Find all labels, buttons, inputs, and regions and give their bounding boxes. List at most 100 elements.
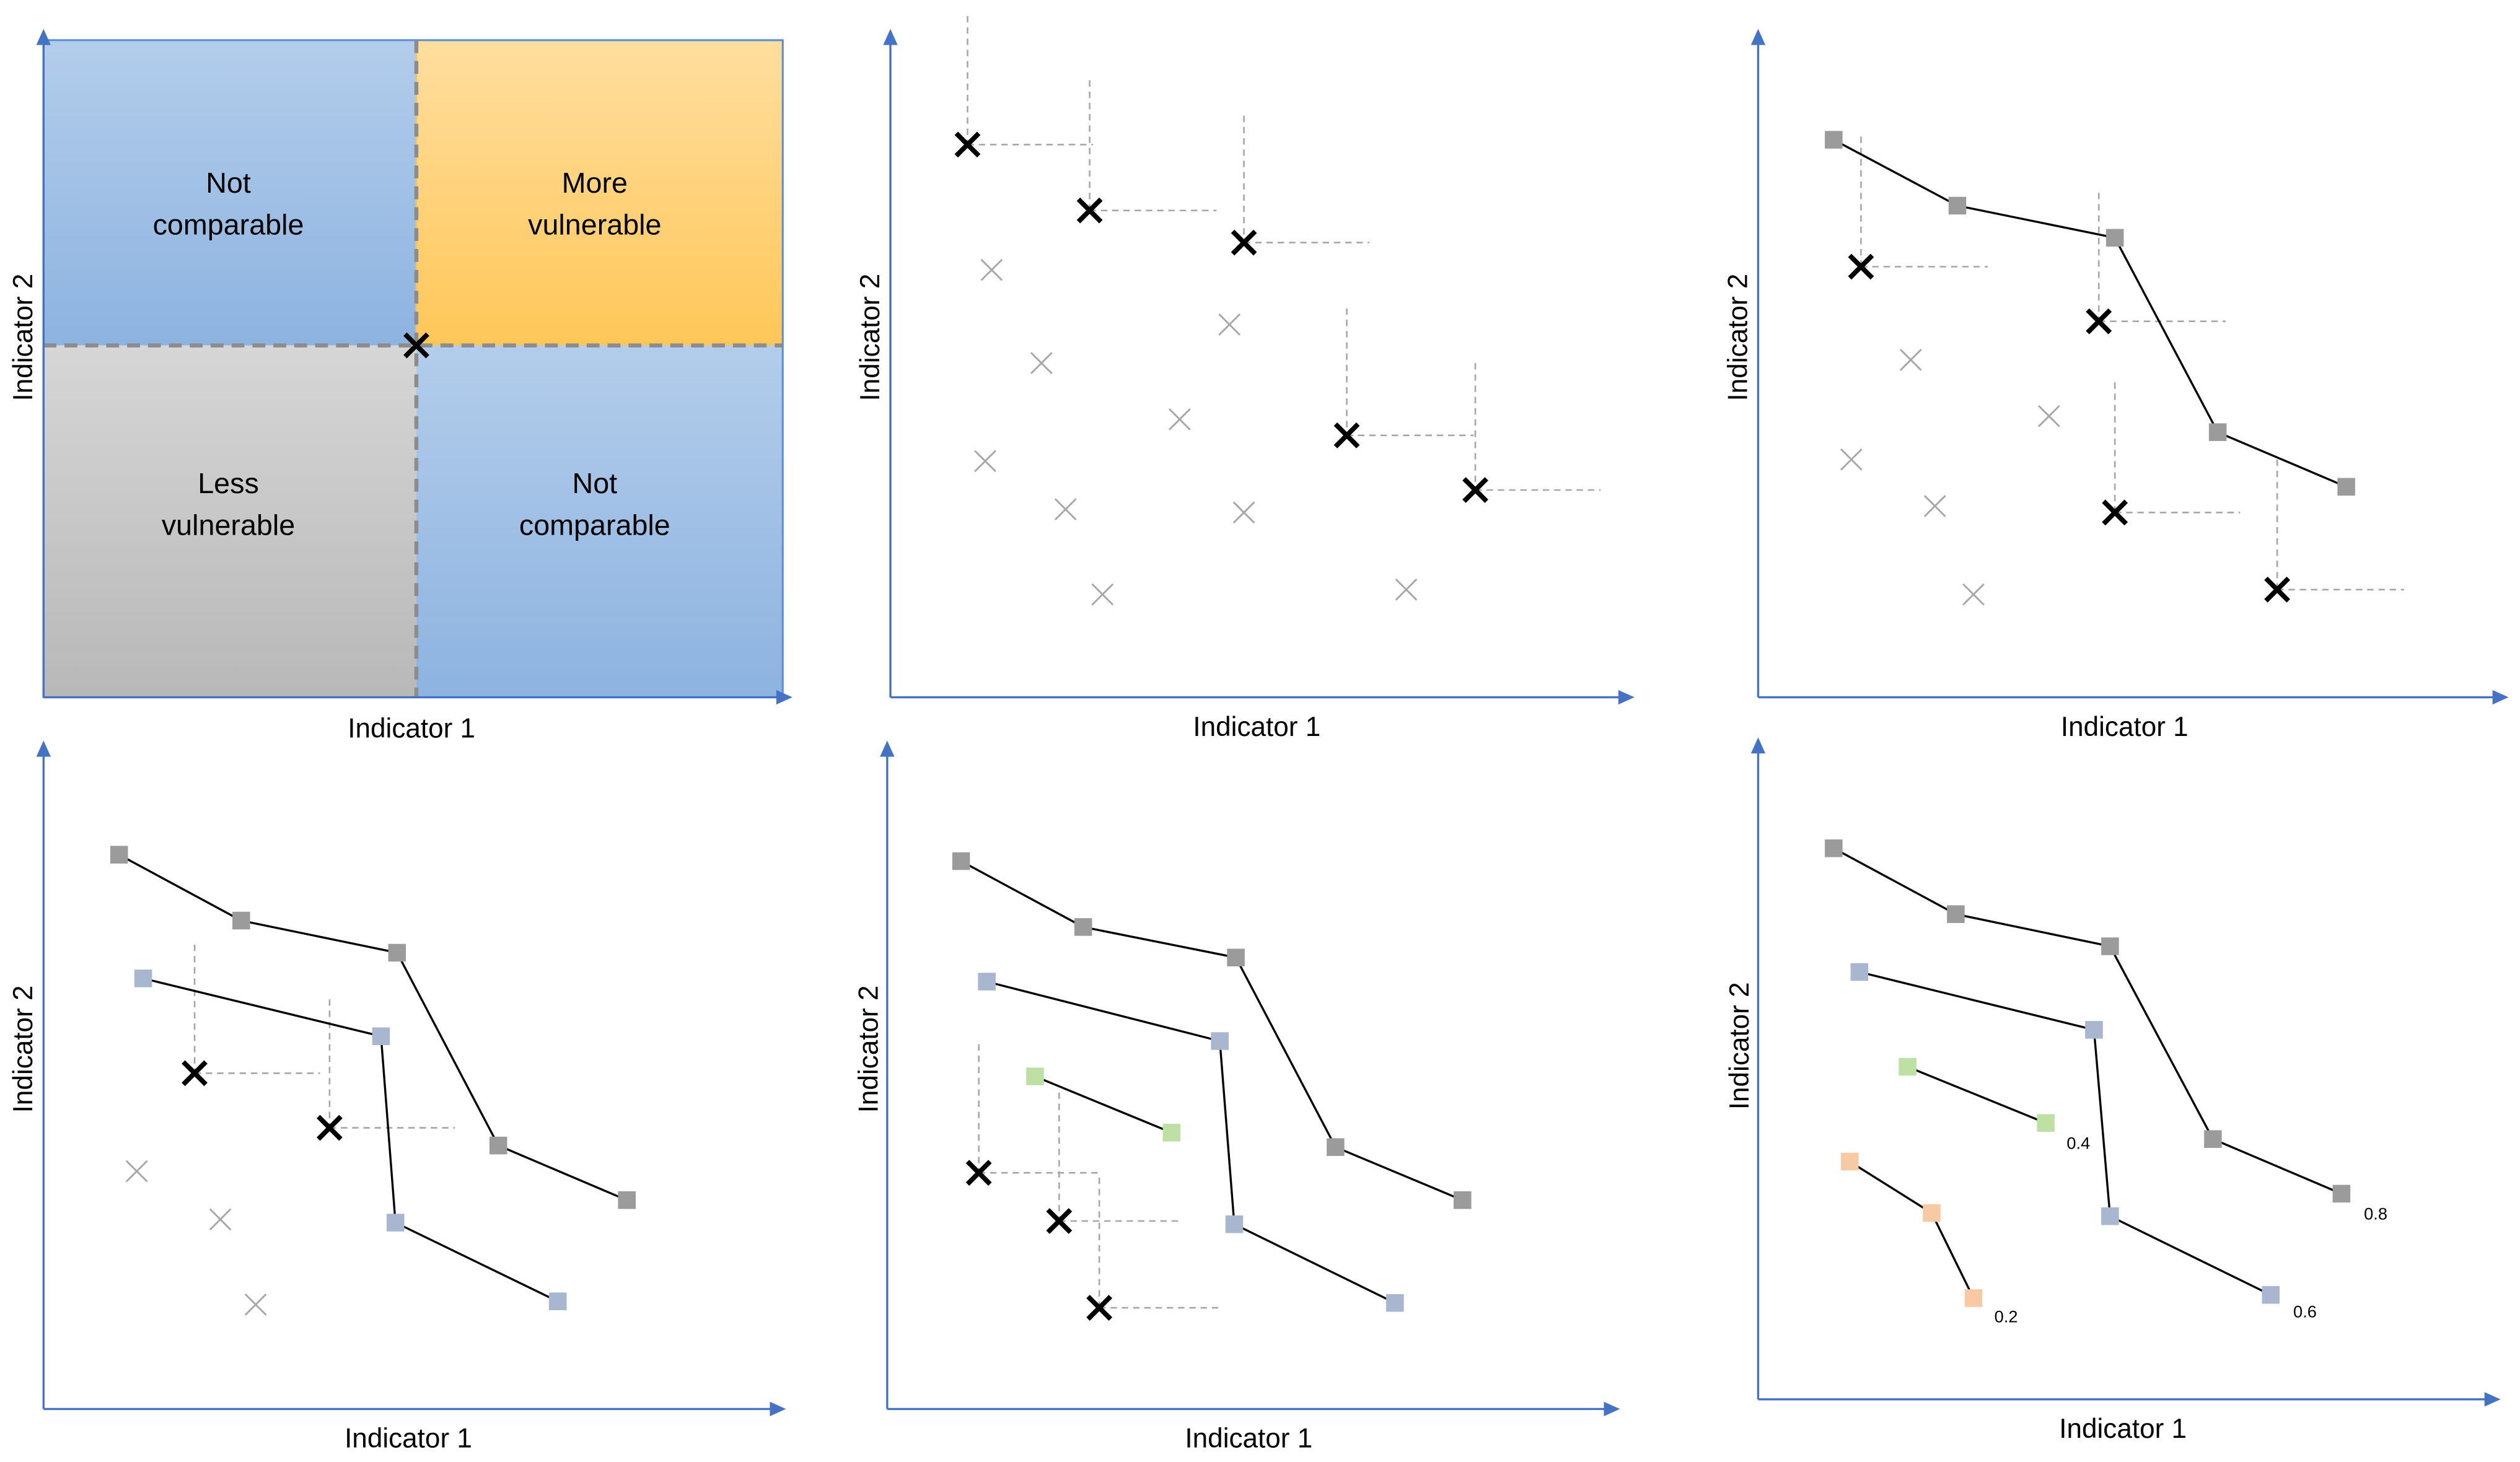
front-marker <box>952 852 970 870</box>
y-axis-label: Indicator 2 <box>8 274 38 401</box>
cross-stroke <box>403 332 429 359</box>
front-marker <box>1923 1204 1941 1222</box>
cross-stroke <box>1923 495 1946 517</box>
quadrant-label-bottom-right: Not comparable <box>519 467 670 541</box>
cross-stroke <box>244 1293 267 1316</box>
front-rank-label-0.8: 0.8 <box>2364 1204 2387 1223</box>
cross-stroke <box>1840 448 1863 471</box>
front-marker <box>386 1214 405 1232</box>
cross-stroke <box>2086 308 2112 335</box>
cross-stroke <box>1962 583 1985 606</box>
front-marker <box>2262 1286 2280 1304</box>
cross-marker <box>1054 498 1077 520</box>
non-dominated-cross <box>1333 422 1360 449</box>
cross-stroke <box>1462 477 1488 503</box>
front-marker <box>1227 948 1245 966</box>
x-axis-arrow <box>1604 1401 1620 1417</box>
front-rank-label-0.4: 0.4 <box>2066 1133 2090 1152</box>
cross-stroke <box>1231 229 1257 256</box>
front-marker <box>618 1191 636 1209</box>
cross-stroke <box>954 131 981 158</box>
cross-stroke <box>1333 422 1360 449</box>
x-axis-arrow <box>770 1401 786 1417</box>
front-marker <box>1964 1289 1983 1307</box>
y-axis-arrow <box>36 740 51 757</box>
front-marker <box>2208 423 2227 441</box>
panel-front-2: Indicator 1 Indicator 2 <box>8 740 786 1454</box>
front-marker <box>1211 1032 1229 1050</box>
x-axis-label: Indicator 1 <box>1185 1424 1312 1454</box>
cross-stroke <box>1218 313 1241 336</box>
cross-marker <box>1899 349 1922 371</box>
non-dominated-cross <box>2102 499 2128 526</box>
y-axis-arrow <box>36 28 51 45</box>
front-marker <box>1825 131 1843 149</box>
cross-marker <box>974 450 996 473</box>
x-axis-label: Indicator 1 <box>2059 1414 2187 1444</box>
quadrant-label-top-left: Not comparable <box>153 167 304 240</box>
cross-stroke <box>1168 408 1191 431</box>
front-marker <box>134 970 152 987</box>
cross-stroke <box>1046 1208 1073 1234</box>
front-marker <box>2101 937 2119 955</box>
front-marker <box>1074 918 1092 936</box>
y-axis-arrow <box>880 740 895 757</box>
front-marker <box>110 846 128 864</box>
front-marker <box>1850 963 1869 981</box>
non-dominated-cross <box>1046 1208 1073 1234</box>
cross-marker <box>1091 583 1114 606</box>
front-rank-label-0.2: 0.2 <box>1995 1307 2018 1326</box>
front-line-2 <box>986 980 1396 1304</box>
front-marker <box>978 973 996 991</box>
x-axis-label: Indicator 1 <box>345 1424 472 1454</box>
cross-stroke <box>1899 349 1922 371</box>
front-marker <box>2037 1114 2055 1132</box>
front-marker <box>1162 1124 1181 1142</box>
axes: Indicator 1 Indicator 2 <box>8 28 792 743</box>
front-line-1 <box>960 860 1463 1201</box>
x-axis-label: Indicator 1 <box>2061 712 2189 742</box>
non-dominated-cross <box>1076 197 1103 224</box>
cross-marker <box>1030 352 1053 374</box>
cross-marker <box>1168 408 1191 431</box>
panel-ranked-fronts: 0.8 0.6 0.4 0.2 Indicator 1 Indicator 2 <box>1724 737 2501 1444</box>
axes: Indicator 1 Indicator 2 <box>1724 737 2501 1444</box>
cross-stroke <box>1030 352 1053 374</box>
dominance-guides <box>967 15 1601 491</box>
front-marker <box>1841 1152 1859 1171</box>
cross-marker <box>1395 578 1418 601</box>
cross-stroke <box>980 258 1003 281</box>
front-marker <box>2101 1207 2119 1225</box>
cross-stroke <box>1076 197 1103 224</box>
cross-stroke <box>1848 253 1874 280</box>
front-marker <box>1825 839 1843 857</box>
quadrant-bottom-right <box>416 345 783 698</box>
front-marker <box>1899 1057 1916 1076</box>
reference-cross <box>403 332 429 359</box>
non-dominated-cross <box>954 131 981 158</box>
y-axis-label: Indicator 2 <box>1724 982 1755 1110</box>
front-marker <box>2105 229 2124 247</box>
front-marker <box>2204 1130 2222 1148</box>
y-axis-arrow <box>1750 28 1766 45</box>
non-dominated-cross <box>2086 308 2112 335</box>
quadrant-top-right <box>415 39 784 346</box>
front-marker <box>548 1292 567 1310</box>
cross-stroke <box>209 1208 232 1231</box>
cross-marker <box>125 1160 148 1183</box>
quadrant-top-left <box>43 40 416 346</box>
y-axis-label: Indicator 2 <box>1723 274 1753 401</box>
panel-quadrants: Not comparable More vulnerable Less vulnera… <box>8 28 792 743</box>
cross-marker <box>244 1293 267 1316</box>
quadrant-label-bottom-left: Less vulnerable <box>162 467 295 541</box>
front-line-4 <box>1849 1160 1975 1299</box>
front-marker <box>372 1027 390 1046</box>
axes: Indicator 1 Indicator 2 <box>8 740 786 1454</box>
axes: Indicator 1 Indicator 2 <box>855 28 1635 742</box>
cross-stroke <box>317 1114 343 1141</box>
front-marker <box>1327 1138 1345 1156</box>
panel-front-1: Indicator 1 Indicator 2 <box>1723 28 2509 742</box>
front-marker <box>1947 905 1965 923</box>
front-marker <box>2085 1021 2103 1039</box>
front-line-2 <box>143 977 558 1303</box>
